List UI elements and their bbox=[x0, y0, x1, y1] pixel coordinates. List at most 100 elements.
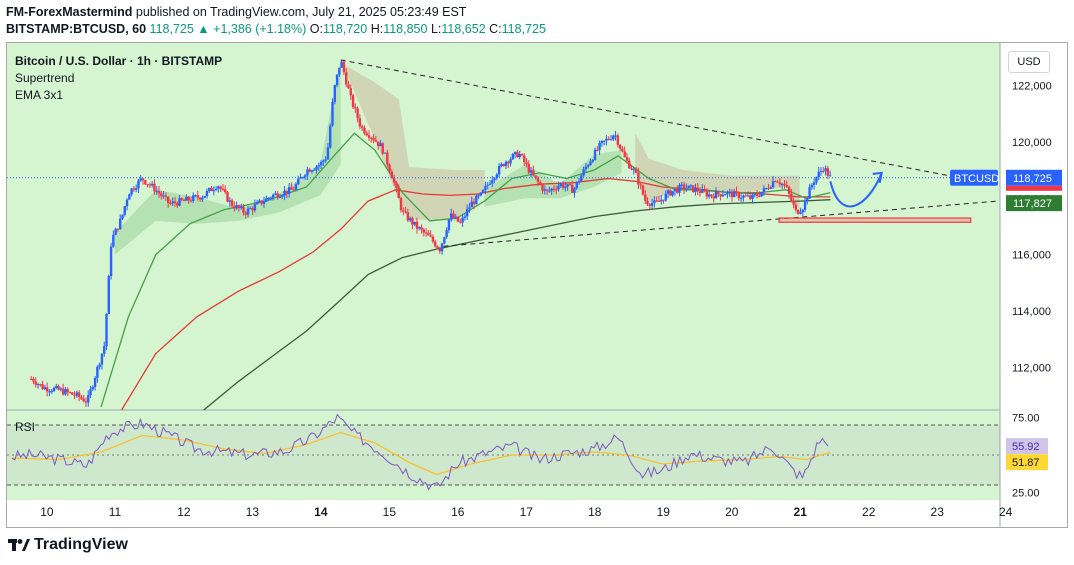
candle-down bbox=[710, 194, 713, 197]
tradingview-brand[interactable]: TradingView bbox=[8, 536, 128, 554]
candle-up bbox=[253, 204, 257, 211]
chart-title[interactable]: Bitcoin / U.S. Dollar · 1h · BITSTAMP bbox=[15, 54, 223, 68]
indicator-supertrend[interactable]: Supertrend bbox=[15, 71, 75, 85]
candle-down bbox=[637, 172, 640, 185]
time-axis-label: 16 bbox=[451, 505, 465, 519]
time-axis-label: 17 bbox=[520, 505, 534, 519]
brand-name: TradingView bbox=[34, 536, 128, 553]
candle-up bbox=[760, 192, 763, 197]
candle-down bbox=[438, 248, 441, 252]
last-price-tag: 118,725 bbox=[1013, 173, 1052, 185]
candle-up bbox=[326, 147, 330, 160]
candle-up bbox=[529, 170, 533, 173]
candle-down bbox=[427, 232, 430, 236]
candle-down bbox=[390, 171, 394, 179]
candle-up bbox=[283, 190, 286, 196]
candle-up bbox=[91, 386, 95, 390]
candle-up bbox=[707, 194, 711, 197]
candle-down bbox=[196, 195, 200, 198]
candle-down bbox=[157, 190, 161, 194]
candle-up bbox=[112, 234, 115, 247]
candle-up bbox=[201, 197, 204, 200]
candle-up bbox=[413, 221, 416, 225]
candle-up bbox=[598, 143, 601, 151]
candle-up bbox=[87, 395, 90, 403]
candle-up bbox=[333, 85, 336, 102]
time-axis-label: 19 bbox=[657, 505, 671, 519]
currency-button[interactable]: USD bbox=[1008, 51, 1050, 73]
candle-up bbox=[589, 161, 592, 166]
candle-down bbox=[395, 182, 398, 188]
candle-up bbox=[103, 346, 106, 354]
candle-up bbox=[586, 165, 590, 167]
candle-up bbox=[671, 191, 674, 196]
candle-up bbox=[678, 184, 681, 193]
candle-down bbox=[520, 154, 524, 156]
candle-up bbox=[824, 168, 827, 172]
candle-up bbox=[479, 192, 483, 196]
candle-down bbox=[502, 164, 505, 167]
symbol-ohlc-line: BITSTAMP:BTCUSD, 60 118,725 ▲ +1,386 (+1… bbox=[6, 22, 546, 36]
candle-up bbox=[504, 161, 508, 167]
candle-down bbox=[792, 200, 795, 205]
candle-up bbox=[208, 187, 211, 192]
candle-up bbox=[828, 175, 832, 177]
candle-up bbox=[185, 196, 188, 201]
indicator-ema[interactable]: EMA 3x1 bbox=[15, 88, 64, 102]
candle-down bbox=[422, 229, 426, 233]
candle-up bbox=[513, 151, 517, 155]
candle-up bbox=[281, 195, 284, 197]
candle-down bbox=[144, 180, 147, 185]
candle-up bbox=[287, 187, 291, 194]
candle-up bbox=[509, 159, 512, 164]
candle-up bbox=[192, 195, 195, 201]
candle-down bbox=[344, 72, 348, 85]
chart-frame bbox=[6, 42, 1068, 528]
candle-up bbox=[114, 228, 117, 235]
candle-down bbox=[358, 118, 362, 127]
author-name[interactable]: FM-ForexMastermind bbox=[6, 5, 133, 19]
candle-down bbox=[787, 186, 791, 194]
rsi-ma-line bbox=[11, 431, 831, 476]
candle-down bbox=[411, 218, 414, 225]
indicator-rsi[interactable]: RSI bbox=[15, 420, 36, 434]
support-zone bbox=[778, 217, 972, 223]
candle-down bbox=[251, 208, 254, 211]
candle-down bbox=[523, 155, 526, 163]
candle-down bbox=[456, 216, 460, 222]
candle-up bbox=[249, 208, 252, 210]
candle-up bbox=[52, 387, 56, 392]
candle-down bbox=[73, 394, 76, 396]
candle-down bbox=[429, 235, 432, 237]
candle-up bbox=[315, 166, 318, 170]
candle-up bbox=[815, 177, 818, 183]
candle-down bbox=[290, 187, 293, 190]
candle-up bbox=[694, 187, 697, 192]
candle-up bbox=[673, 188, 677, 192]
candle-up bbox=[714, 191, 718, 199]
high-value: 118,850 bbox=[383, 22, 428, 36]
candle-down bbox=[758, 195, 761, 197]
candle-down bbox=[434, 241, 437, 247]
candle-down bbox=[374, 140, 378, 142]
candle-down bbox=[141, 178, 145, 181]
candle-down bbox=[730, 191, 734, 198]
candle-up bbox=[739, 197, 743, 199]
candle-up bbox=[559, 183, 562, 186]
candle-down bbox=[210, 187, 213, 192]
candle-down bbox=[292, 189, 295, 191]
candle-up bbox=[484, 185, 487, 190]
candle-down bbox=[226, 192, 229, 202]
candle-up bbox=[125, 199, 129, 207]
candle-up bbox=[258, 200, 261, 203]
candle-down bbox=[347, 84, 350, 89]
candle-up bbox=[687, 185, 690, 189]
candle-up bbox=[255, 202, 259, 205]
candle-down bbox=[276, 193, 279, 198]
candle-down bbox=[662, 199, 665, 201]
candle-up bbox=[59, 388, 63, 390]
candle-up bbox=[653, 200, 656, 204]
low-value: 118,652 bbox=[441, 22, 486, 36]
candle-down bbox=[703, 188, 706, 192]
